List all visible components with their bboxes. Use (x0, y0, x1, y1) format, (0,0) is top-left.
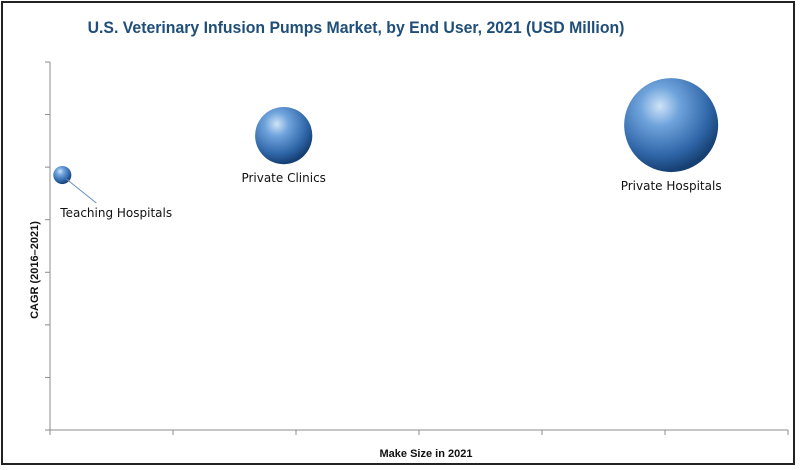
chart-frame (1, 1, 795, 465)
bubble-private-hospitals (624, 78, 719, 173)
bubble-label-teaching-hospitals: Teaching Hospitals (59, 206, 172, 220)
bubble-labels: Teaching Hospitals Private Clinics Private… (59, 171, 721, 220)
y-axis-label: CAGR (2016–2021) (29, 221, 41, 319)
leader-line (65, 178, 97, 204)
bubbles (53, 78, 719, 185)
chart-title: U.S. Veterinary Infusion Pumps Market, b… (87, 18, 625, 37)
bubble-label-private-clinics: Private Clinics (241, 171, 326, 185)
bubble-label-private-hospitals: Private Hospitals (621, 179, 722, 193)
bubble-private-clinics (255, 106, 313, 165)
axes (45, 61, 789, 435)
x-axis-label: Make Size in 2021 (380, 448, 473, 460)
